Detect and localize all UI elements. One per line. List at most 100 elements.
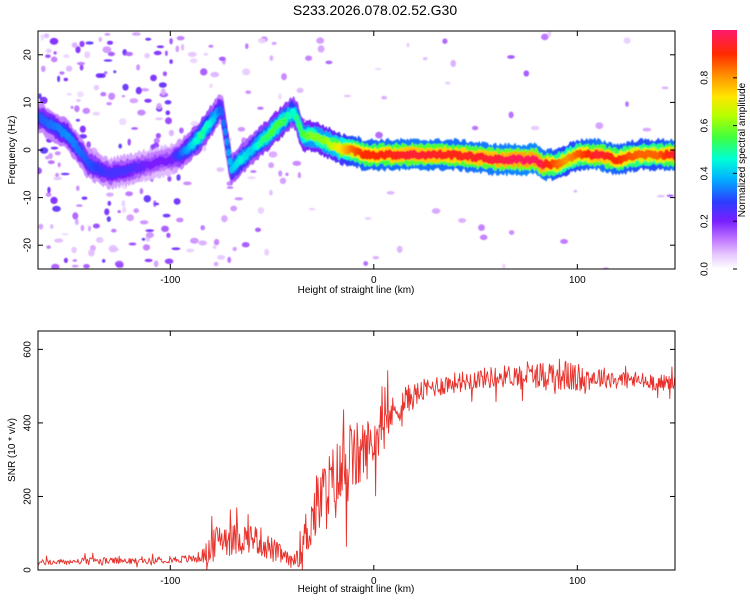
spectrogram-ridge-cell bbox=[219, 108, 225, 116]
spectrogram-noise-blob bbox=[625, 101, 629, 107]
spectrogram-noise-blob bbox=[136, 64, 141, 71]
colorbar-tick-label: 0.6 bbox=[700, 118, 711, 132]
colorbar-tick-label: 0.0 bbox=[700, 262, 711, 276]
spectrogram-noise-blob bbox=[75, 46, 81, 54]
spectrogram-noise-blob bbox=[547, 31, 552, 38]
spectrogram-noise-blob bbox=[125, 191, 133, 197]
spectrogram-noise-blob bbox=[113, 70, 117, 74]
spectrogram-noise-blob bbox=[250, 170, 257, 173]
spectrogram-noise-blob bbox=[92, 223, 100, 229]
spectrogram-noise-blob bbox=[88, 249, 95, 257]
spectrogram-ridge-cell bbox=[294, 114, 300, 122]
spectrogram-noise-blob bbox=[131, 127, 139, 130]
spectrogram-noise-blob bbox=[255, 227, 261, 232]
spectrogram-noise-blob bbox=[478, 224, 485, 232]
spectrogram-noise-blob bbox=[164, 258, 174, 265]
spectrogram-noise-blob bbox=[119, 118, 127, 126]
spectrogram-noise-blob bbox=[190, 237, 199, 244]
spectrogram-noise-blob bbox=[374, 67, 382, 71]
snr-axes: -100 0 100 0 200 400 600 bbox=[23, 331, 675, 587]
spectrogram-noise-blob bbox=[166, 232, 171, 238]
spectrogram-noise-blob bbox=[76, 185, 80, 191]
spectrogram-noise-blob bbox=[72, 259, 77, 262]
spectrogram-noise-blob bbox=[209, 83, 214, 89]
spectrogram-noise-blob bbox=[39, 147, 49, 154]
spectrogram-noise-blob bbox=[573, 189, 578, 193]
spectrogram-noise-blob bbox=[106, 40, 114, 45]
spectrogram-noise-blob bbox=[458, 218, 467, 223]
spectrogram-noise-blob bbox=[127, 138, 131, 146]
spectrogram-noise-blob bbox=[143, 195, 151, 203]
spectrogram-noise-blob bbox=[53, 51, 57, 55]
spectrogram-noise-blob bbox=[48, 152, 53, 160]
spectrogram-noise-blob bbox=[471, 125, 479, 131]
spectrogram-ridge-cell bbox=[221, 119, 227, 127]
spectrogram-noise-blob bbox=[308, 207, 316, 211]
spectrogram-noise-blob bbox=[84, 51, 91, 59]
spectrogram-noise-blob bbox=[53, 176, 63, 181]
spectrogram-noise-blob bbox=[190, 120, 199, 127]
spectrogram-y-tick-label: -20 bbox=[23, 238, 34, 253]
spectrogram-noise-blob bbox=[189, 58, 198, 64]
spectrogram-y-tick-label: -10 bbox=[23, 190, 34, 205]
spectrogram-noise-blob bbox=[642, 127, 652, 132]
spectrogram-noise-blob bbox=[278, 170, 283, 177]
spectrogram-noise-blob bbox=[183, 181, 192, 186]
spectrogram-noise-blob bbox=[139, 220, 149, 225]
spectrogram-ridge-cell bbox=[227, 157, 233, 166]
spectrogram-y-axis-label: Frequency (Hz) bbox=[7, 116, 18, 185]
spectrogram-noise-blob bbox=[65, 65, 73, 72]
spectrogram-noise-blob bbox=[179, 127, 184, 134]
spectrogram-noise-blob bbox=[98, 37, 103, 42]
spectrogram-noise-blob bbox=[106, 102, 112, 106]
spectrogram-noise-blob bbox=[181, 44, 185, 51]
spectrogram-noise-blob bbox=[100, 92, 107, 97]
snr-frame bbox=[37, 330, 676, 571]
spectrogram-noise-blob bbox=[122, 83, 129, 91]
spectrogram-noise-blob bbox=[145, 37, 152, 41]
spectrogram-noise-blob bbox=[45, 155, 50, 160]
snr-x-tick-label: -100 bbox=[160, 576, 180, 587]
spectrogram-noise-blob bbox=[38, 93, 42, 100]
spectrogram-noise-blob bbox=[77, 61, 85, 66]
spectrogram-noise-blob bbox=[221, 215, 228, 223]
spectrogram-noise-blob bbox=[154, 202, 160, 206]
spectrogram-noise-blob bbox=[623, 37, 631, 44]
colorbar-tick-label: 0.2 bbox=[700, 214, 711, 228]
spectrogram-noise-blob bbox=[155, 133, 161, 139]
spectrogram-noise-blob bbox=[165, 110, 171, 116]
spectrogram-noise-blob bbox=[139, 188, 144, 195]
spectrogram-noise-blob bbox=[296, 87, 304, 94]
spectrogram-noise-blob bbox=[217, 255, 226, 260]
spectrogram-noise-blob bbox=[167, 175, 172, 182]
spectrogram-noise-blob bbox=[46, 245, 51, 249]
spectrogram-noise-blob bbox=[325, 60, 333, 65]
colorbar-label: Normalized spectral amplitude bbox=[737, 82, 748, 217]
spectrogram-noise-blob bbox=[264, 248, 270, 256]
spectrogram-noise-blob bbox=[102, 46, 112, 54]
spectrogram-noise-blob bbox=[117, 210, 121, 214]
spectrogram-noise-blob bbox=[257, 207, 265, 214]
spectrogram-noise-blob bbox=[269, 55, 274, 61]
spectrogram-noise-blob bbox=[51, 263, 60, 269]
colorbar: 0.0 0.2 0.4 0.6 0.8 Normalized spectral ampl… bbox=[700, 30, 748, 276]
spectrogram-noise-blob bbox=[137, 109, 146, 116]
spectrogram-noise-blob bbox=[71, 42, 78, 48]
spectrogram-noise-blob bbox=[155, 117, 164, 121]
spectrogram-noise-blob bbox=[541, 33, 549, 41]
spectrogram-noise-blob bbox=[317, 45, 325, 53]
spectrogram-noise-blob bbox=[153, 50, 162, 56]
spectrogram-noise-blob bbox=[508, 230, 515, 235]
spectrogram-noise-blob bbox=[247, 176, 256, 180]
spectrogram-noise-blob bbox=[162, 213, 171, 218]
spectrogram-noise-blob bbox=[268, 162, 274, 169]
spectrogram-noise-blob bbox=[169, 38, 173, 45]
spectrogram-noise-blob bbox=[104, 208, 110, 216]
colorbar-ticks: 0.0 0.2 0.4 0.6 0.8 bbox=[700, 70, 737, 276]
spectrogram-noise-blob bbox=[162, 71, 167, 77]
spectrogram-noise-blob bbox=[79, 40, 85, 48]
spectrogram-noise-blob bbox=[60, 172, 70, 176]
spectrogram-noise-blob bbox=[381, 95, 387, 100]
colorbar-tick-label: 0.4 bbox=[700, 166, 711, 180]
